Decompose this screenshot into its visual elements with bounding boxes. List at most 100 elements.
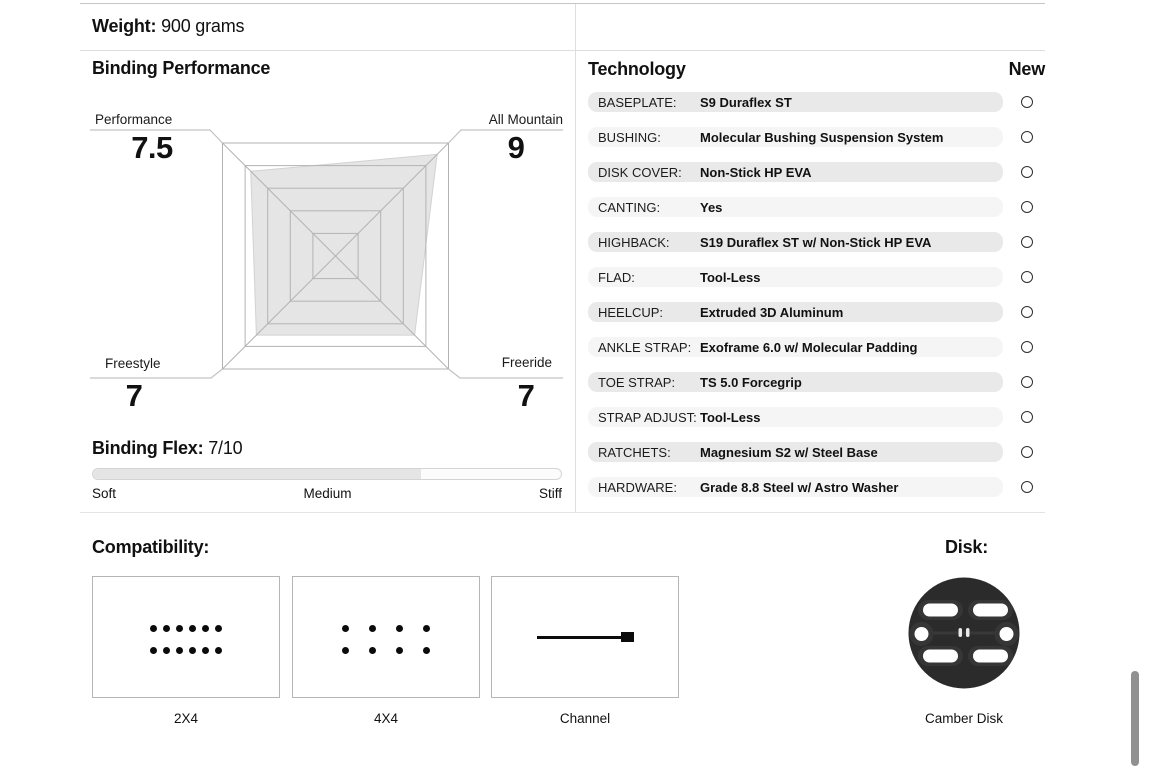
weight-divider	[80, 50, 1045, 51]
new-radio[interactable]	[1021, 201, 1033, 213]
compatibility-title: Compatibility:	[92, 537, 210, 557]
tech-spec-pill: RATCHETS: Magnesium S2 w/ Steel Base	[588, 442, 1003, 462]
tech-spec-pill: DISK COVER: Non-Stick HP EVA	[588, 162, 1003, 182]
camber-disk-icon	[908, 577, 1020, 689]
binding-performance-title: Binding Performance	[92, 58, 271, 78]
radar-axis-label-freeride: Freeride	[501, 355, 552, 370]
tech-spec-pill: BUSHING: Molecular Bushing Suspension Sys…	[588, 127, 1003, 147]
tech-spec-pill: ANKLE STRAP: Exoframe 6.0 w/ Molecular Pa…	[588, 337, 1003, 357]
weight-label: Weight:	[92, 16, 157, 36]
disk-label: Camber Disk	[924, 711, 1003, 726]
tech-spec-label: HIGHBACK:	[598, 234, 670, 250]
content-top-border	[80, 3, 1045, 4]
binding-performance-radar-chart	[90, 129, 563, 379]
tech-spec-pill: CANTING: Yes	[588, 197, 1003, 217]
tech-row: DISK COVER: Non-Stick HP EVA	[588, 162, 1045, 182]
tech-spec-label: STRAP ADJUST:	[598, 409, 697, 425]
tech-spec-label: RATCHETS:	[598, 444, 671, 460]
flex-meter	[92, 468, 562, 480]
tech-row: FLAD: Tool-Less	[588, 267, 1045, 287]
radar-value-performance: 7.5	[131, 130, 173, 165]
new-radio[interactable]	[1021, 376, 1033, 388]
tech-spec-label: BASEPLATE:	[598, 94, 677, 110]
radar-callout-lines	[90, 129, 563, 379]
tech-spec-value: S9 Duraflex ST	[700, 94, 792, 110]
tech-spec-pill: HARDWARE: Grade 8.8 Steel w/ Astro Washer	[588, 477, 1003, 497]
flex-scale: Soft Medium Stiff	[92, 486, 562, 501]
tech-row: HARDWARE: Grade 8.8 Steel w/ Astro Washer	[588, 477, 1045, 497]
tech-row: RATCHETS: Magnesium S2 w/ Steel Base	[588, 442, 1045, 462]
new-radio[interactable]	[1021, 131, 1033, 143]
new-radio[interactable]	[1021, 96, 1033, 108]
flex-scale-stiff: Stiff	[538, 486, 562, 501]
new-radio[interactable]	[1021, 271, 1033, 283]
tech-row: TOE STRAP: TS 5.0 Forcegrip	[588, 372, 1045, 392]
tech-spec-pill: TOE STRAP: TS 5.0 Forcegrip	[588, 372, 1003, 392]
technology-rows: BASEPLATE: S9 Duraflex ST BUSHING: Molecula…	[588, 92, 1045, 512]
binding-flex-title: Binding Flex: 7/10	[92, 438, 243, 459]
radar-grid	[222, 142, 449, 370]
compatibility-option-channel	[491, 576, 679, 698]
tech-spec-pill: HEELCUP: Extruded 3D Aluminum	[588, 302, 1003, 322]
tech-spec-pill: BASEPLATE: S9 Duraflex ST	[588, 92, 1003, 112]
tech-spec-value: Yes	[700, 199, 723, 215]
compatibility-option-4x4	[292, 576, 480, 698]
tech-row: BUSHING: Molecular Bushing Suspension Sys…	[588, 127, 1045, 147]
tech-spec-value: Tool-Less	[700, 269, 761, 285]
disk-title: Disk:	[945, 537, 989, 557]
flex-scale-medium: Medium	[303, 486, 352, 501]
tech-spec-label: CANTING:	[598, 199, 661, 215]
tech-spec-value: Non-Stick HP EVA	[700, 164, 812, 180]
tech-row: HIGHBACK: S19 Duraflex ST w/ Non-Stick HP…	[588, 232, 1045, 252]
tech-spec-label: DISK COVER:	[598, 164, 682, 180]
radar-value-freestyle: 7	[125, 378, 143, 413]
tech-spec-label: HARDWARE:	[598, 479, 677, 495]
new-column-header: New	[1008, 59, 1046, 79]
tech-row: CANTING: Yes	[588, 197, 1045, 217]
tech-spec-label: FLAD:	[598, 269, 635, 285]
tech-row: HEELCUP: Extruded 3D Aluminum	[588, 302, 1045, 322]
vertical-scrollbar-thumb[interactable]	[1131, 671, 1139, 766]
binding-flex-value: 7/10	[208, 438, 243, 458]
tech-spec-pill: FLAD: Tool-Less	[588, 267, 1003, 287]
tech-spec-value: Grade 8.8 Steel w/ Astro Washer	[700, 479, 899, 495]
tech-spec-value: Exoframe 6.0 w/ Molecular Padding	[700, 339, 918, 355]
column-divider	[575, 4, 576, 512]
new-radio[interactable]	[1021, 341, 1033, 353]
tech-spec-label: BUSHING:	[598, 129, 661, 145]
radar-axis-label-performance: Performance	[95, 112, 173, 127]
new-radio[interactable]	[1021, 481, 1033, 493]
tech-spec-label: HEELCUP:	[598, 304, 664, 320]
radar-axis-label-all-mountain: All Mountain	[488, 112, 563, 127]
weight-row: Weight: 900 grams	[92, 16, 245, 37]
compatibility-label-channel: Channel	[559, 711, 611, 726]
new-radio[interactable]	[1021, 446, 1033, 458]
tech-spec-value: Tool-Less	[700, 409, 761, 425]
compatibility-label-4x4: 4X4	[373, 711, 399, 726]
tech-spec-label: TOE STRAP:	[598, 374, 676, 390]
new-radio[interactable]	[1021, 166, 1033, 178]
new-radio[interactable]	[1021, 411, 1033, 423]
flex-meter-fill	[93, 469, 421, 479]
tech-spec-label: ANKLE STRAP:	[598, 339, 692, 355]
binding-flex-label: Binding Flex:	[92, 438, 204, 458]
tech-spec-value: S19 Duraflex ST w/ Non-Stick HP EVA	[700, 234, 932, 250]
technology-title: Technology	[588, 59, 686, 79]
radar-value-freeride: 7	[517, 378, 535, 413]
new-radio[interactable]	[1021, 236, 1033, 248]
compatibility-option-2x4	[92, 576, 280, 698]
tech-spec-pill: STRAP ADJUST: Tool-Less	[588, 407, 1003, 427]
tech-spec-value: TS 5.0 Forcegrip	[700, 374, 802, 390]
section-divider	[80, 512, 1045, 513]
tech-row: BASEPLATE: S9 Duraflex ST	[588, 92, 1045, 112]
tech-spec-value: Molecular Bushing Suspension System	[700, 129, 944, 145]
tech-row: STRAP ADJUST: Tool-Less	[588, 407, 1045, 427]
radar-axis-label-freestyle: Freestyle	[105, 356, 161, 371]
tech-row: ANKLE STRAP: Exoframe 6.0 w/ Molecular Pa…	[588, 337, 1045, 357]
flex-scale-soft: Soft	[92, 486, 117, 501]
tech-spec-pill: HIGHBACK: S19 Duraflex ST w/ Non-Stick HP…	[588, 232, 1003, 252]
tech-spec-value: Extruded 3D Aluminum	[700, 304, 844, 320]
new-radio[interactable]	[1021, 306, 1033, 318]
compatibility-label-2x4: 2X4	[173, 711, 199, 726]
weight-value: 900 grams	[161, 16, 245, 36]
